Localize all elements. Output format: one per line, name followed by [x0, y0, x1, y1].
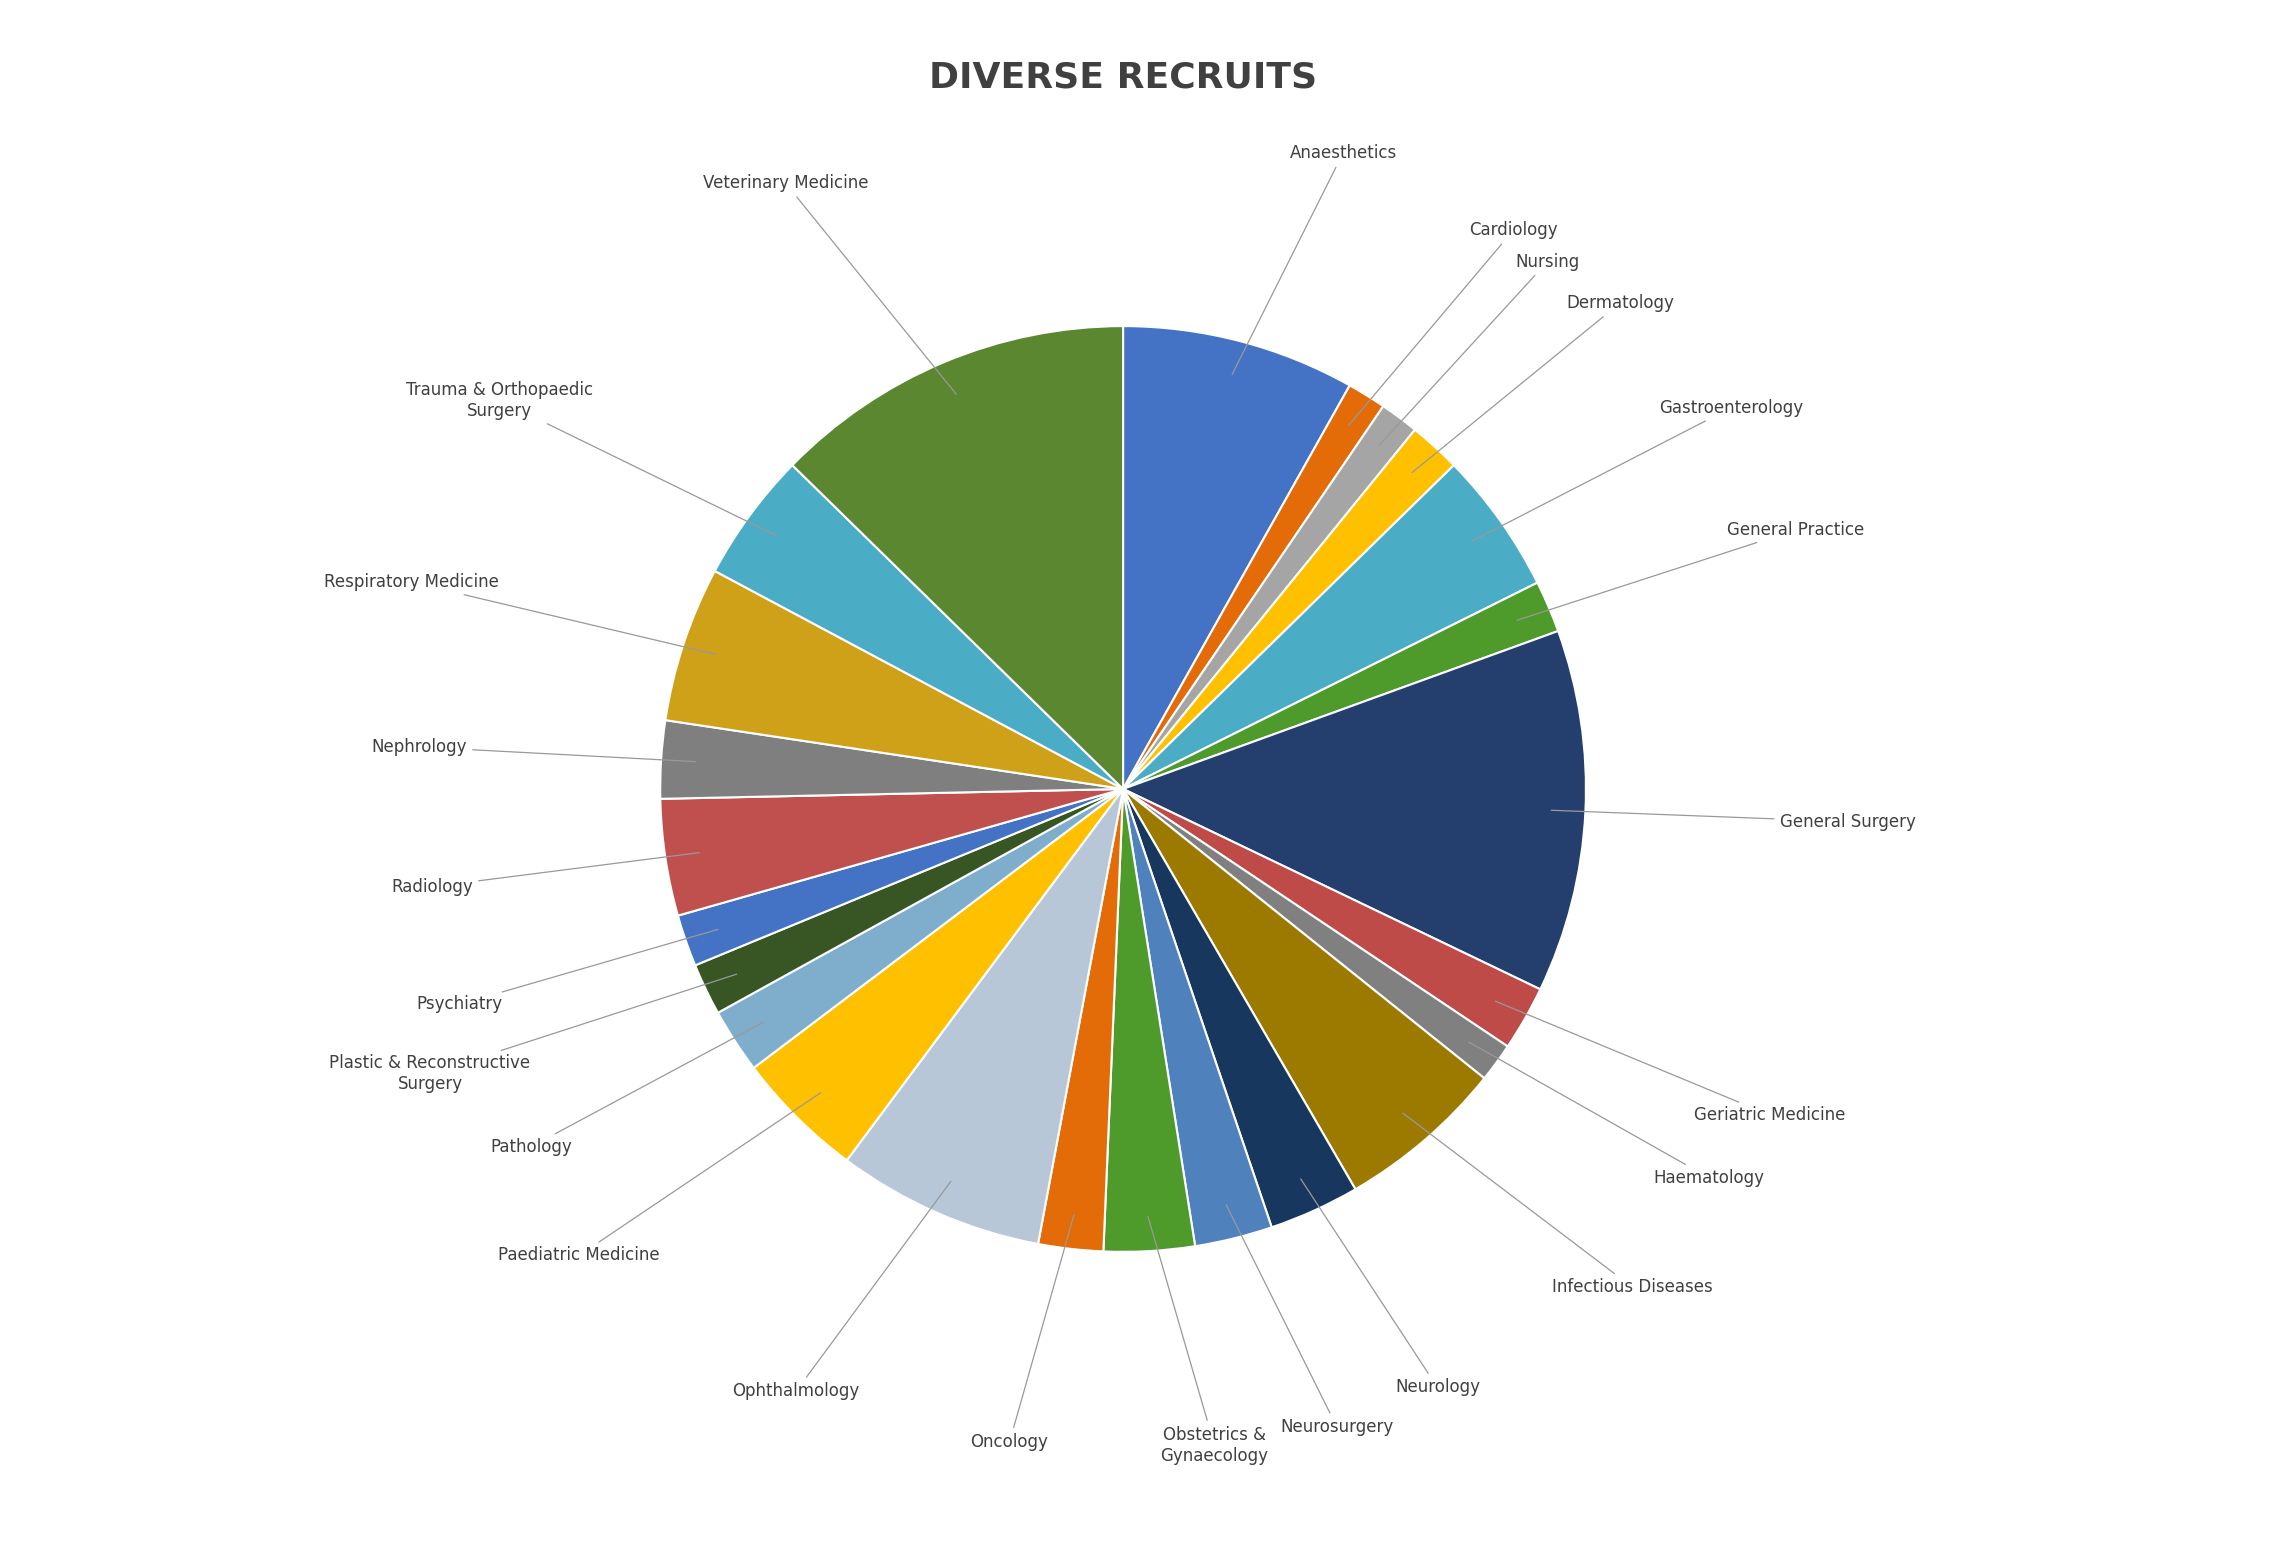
- Wedge shape: [793, 326, 1123, 789]
- Text: Radiology: Radiology: [392, 852, 699, 896]
- Text: Geriatric Medicine: Geriatric Medicine: [1494, 1001, 1845, 1125]
- Text: Psychiatry: Psychiatry: [417, 930, 717, 1013]
- Text: Neurology: Neurology: [1302, 1179, 1481, 1397]
- Wedge shape: [1123, 789, 1508, 1078]
- Wedge shape: [1123, 430, 1453, 789]
- Text: Dermatology: Dermatology: [1412, 294, 1673, 472]
- Text: Cardiology: Cardiology: [1350, 221, 1559, 425]
- Wedge shape: [1123, 631, 1586, 990]
- Text: General Practice: General Practice: [1517, 521, 1863, 620]
- Text: Plastic & Reconstructive
Surgery: Plastic & Reconstructive Surgery: [330, 975, 736, 1092]
- Wedge shape: [1123, 789, 1272, 1247]
- Text: Infectious Diseases: Infectious Diseases: [1403, 1114, 1712, 1296]
- Wedge shape: [1123, 789, 1485, 1190]
- Wedge shape: [1123, 789, 1355, 1227]
- Text: Respiratory Medicine: Respiratory Medicine: [323, 574, 715, 654]
- Text: Haematology: Haematology: [1469, 1043, 1765, 1187]
- Wedge shape: [1123, 583, 1559, 789]
- Title: DIVERSE RECRUITS: DIVERSE RECRUITS: [928, 60, 1318, 94]
- Wedge shape: [846, 789, 1123, 1244]
- Wedge shape: [660, 789, 1123, 916]
- Text: Trauma & Orthopaedic
Surgery: Trauma & Orthopaedic Surgery: [406, 381, 777, 535]
- Wedge shape: [717, 789, 1123, 1067]
- Text: Veterinary Medicine: Veterinary Medicine: [704, 175, 956, 394]
- Wedge shape: [660, 721, 1123, 798]
- Wedge shape: [1123, 326, 1350, 789]
- Text: Oncology: Oncology: [970, 1214, 1075, 1451]
- Wedge shape: [1123, 789, 1540, 1046]
- Text: Nephrology: Nephrology: [371, 738, 694, 761]
- Wedge shape: [1123, 407, 1414, 789]
- Wedge shape: [1123, 466, 1538, 789]
- Wedge shape: [678, 789, 1123, 965]
- Wedge shape: [754, 789, 1123, 1160]
- Text: Anaesthetics: Anaesthetics: [1233, 144, 1396, 374]
- Text: Gastroenterology: Gastroenterology: [1471, 399, 1804, 541]
- Text: Ophthalmology: Ophthalmology: [733, 1182, 951, 1400]
- Text: Obstetrics &
Gynaecology: Obstetrics & Gynaecology: [1148, 1217, 1267, 1465]
- Wedge shape: [694, 789, 1123, 1013]
- Text: Nursing: Nursing: [1380, 252, 1579, 446]
- Wedge shape: [715, 466, 1123, 789]
- Text: Pathology: Pathology: [490, 1023, 763, 1156]
- Wedge shape: [665, 571, 1123, 789]
- Wedge shape: [1123, 385, 1384, 789]
- Text: Paediatric Medicine: Paediatric Medicine: [497, 1092, 821, 1264]
- Text: General Surgery: General Surgery: [1552, 811, 1916, 831]
- Wedge shape: [1102, 789, 1194, 1252]
- Text: Neurosurgery: Neurosurgery: [1226, 1205, 1394, 1436]
- Wedge shape: [1038, 789, 1123, 1252]
